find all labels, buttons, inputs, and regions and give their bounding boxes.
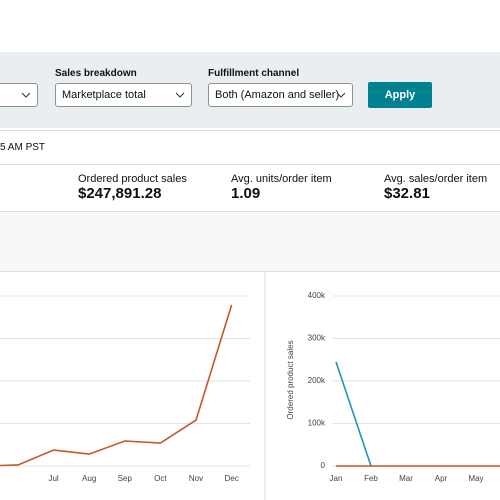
y-tick-label: 300k xyxy=(308,334,326,343)
y-tick-label: 200k xyxy=(308,376,326,385)
x-tick-label: Feb xyxy=(364,474,378,483)
updated-text: 5 AM PST xyxy=(0,142,46,153)
x-tick-label: May xyxy=(468,474,483,483)
top-strip xyxy=(0,0,500,52)
dropdown-value: Marketplace total xyxy=(62,89,146,101)
x-tick-label: Jan xyxy=(330,474,343,483)
y-tick-label: 100k xyxy=(308,419,326,428)
toolbar-band xyxy=(0,212,500,272)
sales-breakdown-dropdown[interactable]: Marketplace total xyxy=(55,83,192,107)
filter-label: Sales breakdown xyxy=(55,68,137,79)
x-tick-label: Mar xyxy=(399,474,413,483)
updated-time: 5 AM PST xyxy=(0,130,500,165)
y-tick-label: 0 xyxy=(321,461,326,470)
metric-label: Avg. units/order item xyxy=(231,173,332,185)
fulfillment-dropdown[interactable]: Both (Amazon and seller) xyxy=(208,83,353,107)
y-axis-label: Ordered product sales xyxy=(286,340,295,419)
x-tick-label: Sep xyxy=(118,474,133,483)
apply-button[interactable]: Apply xyxy=(368,82,432,108)
dropdown-value: Both (Amazon and seller) xyxy=(215,89,340,101)
series-line xyxy=(0,304,233,467)
date-dropdown[interactable] xyxy=(0,83,38,107)
metrics-row: Ordered product sales $247,891.28 Avg. u… xyxy=(0,165,500,212)
x-tick-label: Aug xyxy=(82,474,96,483)
metric-label: Avg. sales/order item xyxy=(384,173,488,185)
filter-label: Fulfillment channel xyxy=(208,68,300,79)
metric-value: $247,891.28 xyxy=(78,185,162,202)
series-line xyxy=(335,361,372,467)
x-tick-label: Oct xyxy=(154,474,167,483)
metric-value: 1.09 xyxy=(231,185,261,202)
filter-bar: Sales breakdown Marketplace total Fulfil… xyxy=(0,52,500,128)
x-tick-label: Apr xyxy=(435,474,448,483)
charts: Jul Aug Sep Oct Nov Dec 0 100k 200k 300k 400k Order… xyxy=(0,272,500,500)
x-tick-label: Dec xyxy=(224,474,238,483)
y-tick-label: 400k xyxy=(308,291,326,300)
x-tick-label: Jul xyxy=(48,474,58,483)
x-tick-label: Nov xyxy=(189,474,203,483)
metric-value: $32.81 xyxy=(384,185,430,202)
metric-label: Ordered product sales xyxy=(78,173,187,185)
